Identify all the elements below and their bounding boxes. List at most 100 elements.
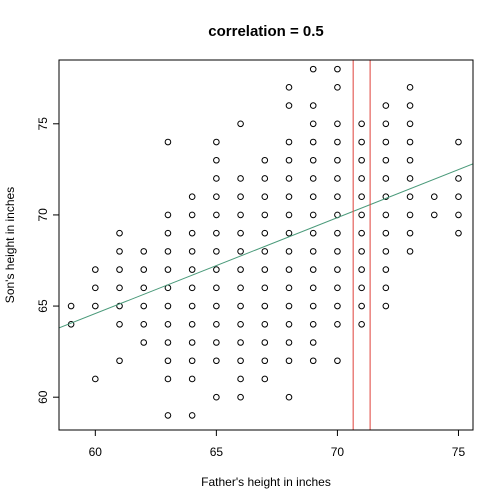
data-point [213, 248, 220, 255]
data-point [116, 266, 123, 273]
data-point [285, 393, 293, 401]
data-point [188, 193, 196, 200]
data-point [382, 266, 390, 273]
data-point [285, 175, 293, 182]
data-point [382, 175, 390, 182]
data-point [237, 229, 244, 237]
data-point [213, 229, 220, 237]
data-point [382, 156, 390, 164]
data-point [382, 193, 390, 200]
data-point [140, 339, 148, 346]
data-point [285, 284, 293, 292]
data-point [334, 229, 341, 237]
data-point [237, 266, 244, 273]
data-point [164, 211, 172, 219]
data-point [382, 211, 390, 219]
data-point [285, 229, 293, 237]
y-tick-label: 70 [36, 208, 50, 222]
y-tick-label: 75 [36, 117, 50, 131]
data-point [237, 393, 244, 401]
data-point [188, 320, 196, 328]
x-axis-label: Father's height in inches [201, 475, 331, 489]
data-point [334, 320, 341, 328]
data-point [334, 357, 341, 365]
data-point [285, 193, 293, 200]
data-point [406, 156, 414, 164]
data-point [261, 339, 269, 346]
data-point [92, 266, 99, 273]
data-point [261, 320, 269, 328]
data-point [261, 284, 269, 292]
data-point [261, 175, 269, 182]
data-point [237, 357, 244, 365]
data-point [92, 302, 99, 310]
data-point [67, 302, 75, 310]
data-point [188, 248, 196, 255]
data-point [140, 302, 148, 310]
data-point [261, 302, 269, 310]
data-point [455, 229, 462, 237]
data-point [213, 193, 220, 200]
data-point [309, 357, 317, 365]
data-point [334, 84, 341, 91]
data-point [116, 357, 123, 365]
data-point [334, 266, 341, 273]
data-point [213, 302, 220, 310]
data-point [164, 266, 172, 273]
data-point [334, 138, 341, 146]
data-point [261, 156, 269, 164]
data-point [406, 193, 414, 200]
data-point [309, 302, 317, 310]
data-point [285, 211, 293, 219]
data-point [213, 211, 220, 219]
data-point [261, 248, 269, 255]
data-point [309, 102, 317, 109]
data-point [358, 138, 365, 146]
data-point [455, 211, 462, 219]
chart-title: correlation = 0.5 [208, 23, 323, 40]
data-point [164, 375, 172, 383]
data-point [358, 120, 365, 128]
data-point [358, 211, 365, 219]
data-point [213, 284, 220, 292]
data-point [237, 320, 244, 328]
data-point [285, 357, 293, 365]
axes: 60 65 70 75 60 65 70 75 [36, 117, 465, 459]
data-point [309, 320, 317, 328]
data-point [188, 266, 196, 273]
data-point [334, 156, 341, 164]
data-point [406, 84, 414, 91]
data-point [213, 266, 220, 273]
data-point [237, 248, 244, 255]
data-point [164, 248, 172, 255]
data-point [309, 175, 317, 182]
data-point [237, 284, 244, 292]
x-tick-label: 65 [210, 445, 224, 459]
data-point [309, 120, 317, 128]
data-point [334, 193, 341, 200]
data-point [116, 320, 123, 328]
data-point [261, 375, 269, 383]
data-point [285, 248, 293, 255]
data-point [382, 120, 390, 128]
data-point [116, 248, 123, 255]
data-point [285, 84, 293, 91]
data-point [309, 156, 317, 164]
data-point [237, 339, 244, 346]
data-point [92, 375, 99, 383]
data-point [285, 320, 293, 328]
data-point [406, 229, 414, 237]
data-point [358, 248, 365, 255]
data-point [382, 102, 390, 109]
data-point [213, 156, 220, 164]
data-point [309, 138, 317, 146]
data-point [213, 357, 220, 365]
data-point [140, 266, 148, 273]
data-point [164, 229, 172, 237]
data-point [188, 211, 196, 219]
data-point [309, 229, 317, 237]
data-point [237, 302, 244, 310]
data-point [358, 229, 365, 237]
data-point [358, 175, 365, 182]
